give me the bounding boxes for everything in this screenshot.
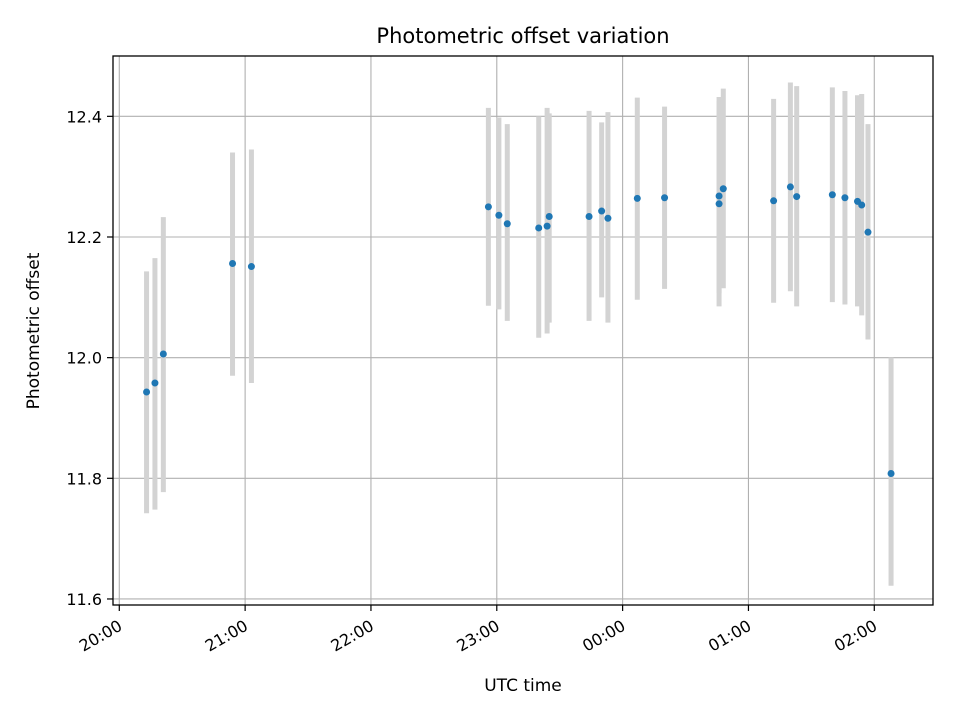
data-point	[604, 214, 612, 222]
y-tick-label: 12.4	[66, 107, 102, 126]
chart-title: Photometric offset variation	[376, 24, 669, 48]
axes-frame	[112, 55, 934, 606]
y-tick-label: 12.0	[66, 349, 102, 368]
data-point	[864, 228, 872, 236]
y-tick-label: 11.8	[66, 469, 102, 488]
data-point	[715, 200, 723, 208]
data-point	[151, 379, 159, 387]
data-point	[786, 183, 794, 191]
data-point	[159, 350, 167, 358]
data-point	[535, 224, 543, 232]
data-point	[858, 201, 866, 209]
x-axis-label: UTC time	[484, 676, 562, 696]
data-point	[828, 191, 836, 199]
data-point	[143, 388, 151, 396]
data-point	[495, 211, 503, 219]
data-point	[887, 469, 895, 477]
data-point	[545, 212, 553, 220]
data-point	[633, 194, 641, 202]
y-tick-label: 12.2	[66, 228, 102, 247]
y-tick-label: 11.6	[66, 590, 102, 609]
data-point	[484, 203, 492, 211]
data-point	[229, 260, 237, 268]
data-point	[770, 197, 778, 205]
data-point	[598, 207, 606, 215]
data-point	[543, 222, 551, 230]
data-point	[247, 263, 255, 271]
data-point	[793, 193, 801, 201]
data-point	[585, 212, 593, 220]
data-point	[661, 194, 669, 202]
data-point	[715, 192, 723, 200]
y-axis-label: Photometric offset	[24, 252, 44, 409]
data-point	[719, 185, 727, 193]
data-point	[503, 220, 511, 228]
data-point	[841, 194, 849, 202]
